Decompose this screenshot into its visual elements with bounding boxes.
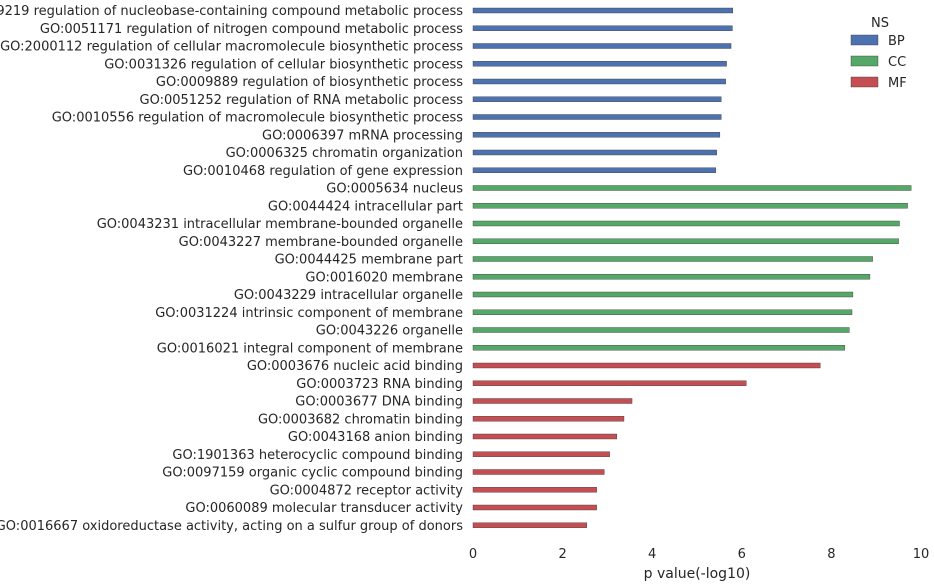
- bar-bp: [472, 61, 727, 67]
- category-label: GO:2000112 regulation of cellular macrom…: [0, 40, 463, 55]
- bar-mf: [472, 380, 747, 386]
- category-label: GO:0006325 chromatin organization: [226, 146, 463, 161]
- category-labels: GO:0019219 regulation of nucleobase-cont…: [0, 4, 463, 534]
- bar-cc: [472, 220, 900, 227]
- legend-swatch-mf: [850, 76, 879, 88]
- category-label: GO:0016667 oxidoreductase activity, acti…: [0, 519, 463, 534]
- category-label: GO:0003677 DNA binding: [295, 395, 463, 410]
- category-label: GO:0044424 intracellular part: [268, 199, 463, 214]
- category-label: GO:0010468 regulation of gene expression: [183, 164, 463, 179]
- legend-label-mf: MF: [888, 76, 907, 91]
- bar-mf: [472, 451, 610, 457]
- legend: NS BP CC MF: [850, 16, 907, 91]
- bar-bp: [472, 43, 732, 49]
- x-tick-label: 6: [738, 547, 746, 562]
- category-label: GO:0044425 membrane part: [275, 253, 463, 268]
- bar-cc: [472, 327, 850, 333]
- bar-cc: [472, 291, 854, 298]
- bar-mf: [472, 522, 587, 528]
- category-label: GO:0031224 intrinsic component of membra…: [155, 306, 463, 321]
- legend-items: BP CC MF: [850, 34, 907, 91]
- bar-bp: [472, 78, 726, 85]
- category-label: GO:1901363 heterocyclic compound binding: [172, 448, 463, 463]
- x-tick-label: 10: [913, 547, 930, 562]
- bar-bp: [472, 25, 733, 31]
- category-label: GO:0019219 regulation of nucleobase-cont…: [0, 4, 463, 19]
- legend-swatch-cc: [850, 55, 879, 67]
- bar-mf: [472, 504, 597, 511]
- bars-layer: [472, 7, 912, 528]
- bar-mf: [472, 433, 618, 440]
- category-label: GO:0043226 organelle: [316, 324, 463, 339]
- x-tick-label: 2: [558, 547, 566, 562]
- category-label: GO:0010556 regulation of macromolecule b…: [52, 111, 463, 126]
- x-axis-ticks: 0 2 4 6 8 10: [469, 547, 929, 562]
- category-label: GO:0051252 regulation of RNA metabolic p…: [140, 93, 464, 108]
- legend-title: NS: [871, 16, 889, 31]
- bar-mf: [472, 362, 821, 369]
- bar-bp: [472, 167, 717, 173]
- category-label: GO:0003723 RNA binding: [296, 377, 463, 392]
- category-label: GO:0009889 regulation of biosynthetic pr…: [156, 75, 463, 90]
- bar-bp: [472, 96, 722, 102]
- bar-cc: [472, 238, 899, 244]
- x-tick-label: 0: [469, 547, 477, 562]
- category-label: GO:0003676 nucleic acid binding: [247, 359, 463, 374]
- category-label: GO:0016020 membrane: [305, 270, 463, 285]
- legend-swatch-bp: [850, 34, 879, 46]
- category-label: GO:0005634 nucleus: [326, 182, 463, 197]
- bar-mf: [472, 487, 597, 493]
- bar-mf: [472, 398, 633, 404]
- bar-bp: [472, 7, 734, 14]
- bar-cc: [472, 309, 853, 315]
- category-label: GO:0043168 anion binding: [288, 430, 463, 445]
- bar-mf: [472, 469, 605, 475]
- bar-bp: [472, 149, 717, 156]
- x-axis-title: p value(-log10): [644, 566, 751, 582]
- bar-mf: [472, 416, 625, 422]
- category-label: GO:0060089 molecular transducer activity: [185, 501, 463, 516]
- legend-label-bp: BP: [888, 34, 905, 49]
- bar-bp: [472, 132, 721, 138]
- category-label: GO:0004872 receptor activity: [270, 483, 464, 498]
- bar-cc: [472, 274, 871, 280]
- category-label: GO:0031326 regulation of cellular biosyn…: [104, 57, 463, 72]
- bar-cc: [472, 345, 846, 351]
- bar-bp: [472, 114, 722, 120]
- x-tick-label: 4: [648, 547, 656, 562]
- category-label: GO:0051171 regulation of nitrogen compou…: [40, 22, 463, 37]
- category-label: GO:0043231 intracellular membrane-bounde…: [97, 217, 463, 232]
- bar-cc: [472, 185, 912, 191]
- category-label: GO:0003682 chromatin binding: [258, 412, 463, 427]
- category-label: GO:0043227 membrane-bounded organelle: [179, 235, 463, 250]
- category-label: GO:0016021 integral component of membran…: [157, 341, 463, 356]
- bar-cc: [472, 256, 873, 262]
- x-tick-label: 8: [827, 547, 835, 562]
- category-label: GO:0043229 intracellular organelle: [234, 288, 463, 303]
- bar-cc: [472, 203, 908, 209]
- legend-label-cc: CC: [888, 55, 906, 70]
- category-label: GO:0097159 organic cyclic compound bindi…: [162, 466, 463, 481]
- category-label: GO:0006397 mRNA processing: [262, 128, 463, 143]
